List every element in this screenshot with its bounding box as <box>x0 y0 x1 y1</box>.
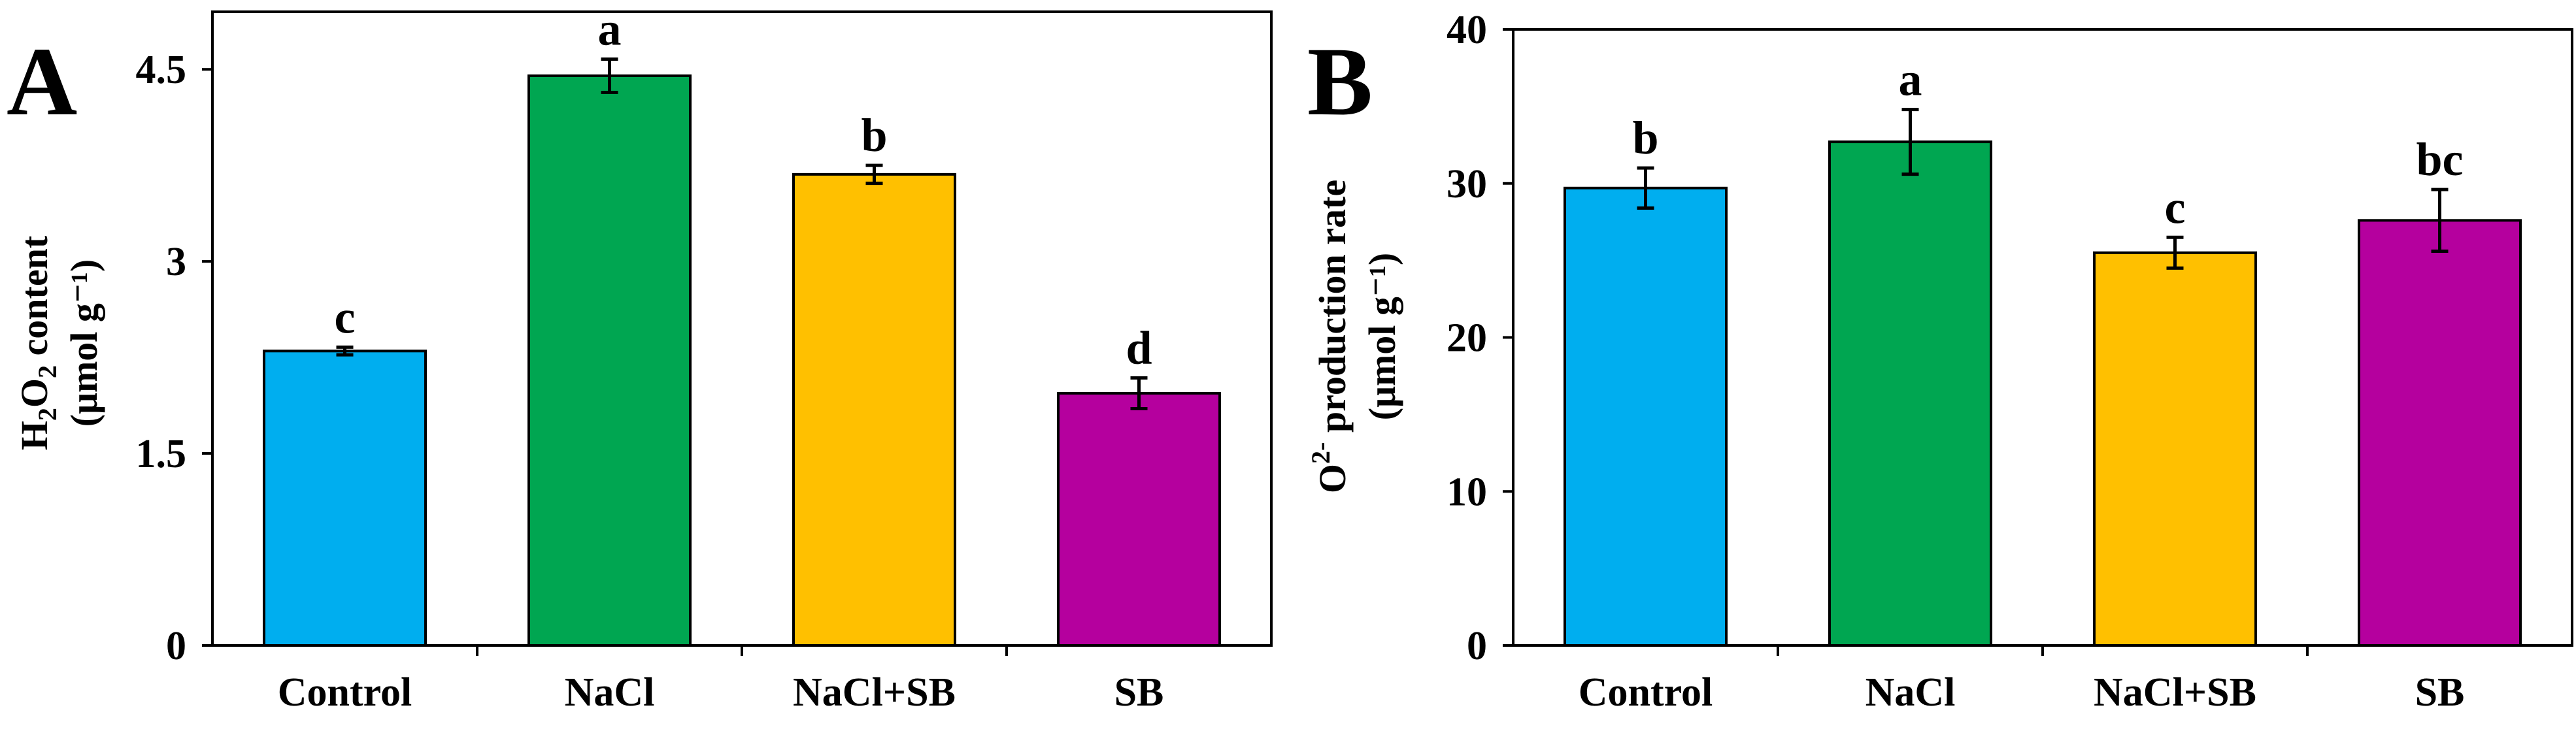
panel-a-category-label: Control <box>278 670 412 715</box>
panel-a-bar-control <box>262 350 427 647</box>
panel-a-y-ticks: 0 1.5 3 4.5 <box>136 48 212 668</box>
panel-b-significance-letter: bc <box>2417 133 2464 186</box>
panel-b-y-tick-label: 40 <box>1447 8 1487 52</box>
panel-b-category-labels: Control NaCl NaCl+SB SB <box>1579 670 2465 715</box>
panel-b-y-tick-label: 10 <box>1447 470 1487 514</box>
panel-a-y-tick-label: 0 <box>166 624 186 668</box>
panel-b-ylabel-line1: O2- production rate <box>1306 180 1354 493</box>
panel-a-ylabel-line2: (μmol g⁻¹) <box>63 259 105 427</box>
panel-b-y-ticks: 0 10 20 30 40 <box>1447 8 1513 668</box>
panel-a-bar-sb <box>1056 391 1222 647</box>
panel-a-bar-nacl-sb <box>792 172 957 647</box>
panel-a-significance-letters: c a b d <box>335 3 1152 374</box>
panel-a-significance-letter: d <box>1126 321 1152 374</box>
panel-b-bars <box>1563 140 2522 647</box>
panel-b: B O2- production rate (μmol g⁻¹) b a c bc 0… <box>1306 8 2573 715</box>
panel-b-category-label: SB <box>2415 670 2465 715</box>
panel-b-bar-control <box>1563 186 1728 647</box>
panel-b-ylabel-line2: (μmol g⁻¹) <box>1361 253 1403 420</box>
panel-a-axes <box>211 10 1273 656</box>
panel-b-y-tick-label: 20 <box>1447 316 1487 361</box>
panel-a-y-tick-label: 3 <box>166 240 186 284</box>
panel-b-category-label: NaCl+SB <box>2094 670 2256 715</box>
panel-a-category-label: NaCl <box>565 670 655 715</box>
panel-b-error-bars <box>1637 108 2449 270</box>
panel-a-category-labels: Control NaCl NaCl+SB SB <box>278 670 1164 715</box>
panel-b-significance-letter: c <box>2165 181 2186 233</box>
panel-a-y-tick-label: 4.5 <box>136 48 187 92</box>
panel-a-category-label: SB <box>1114 670 1164 715</box>
panel-b-category-label: NaCl <box>1865 670 1956 715</box>
panel-a-bar-nacl <box>527 74 692 647</box>
panel-a-y-tick-label: 1.5 <box>136 432 187 476</box>
panel-b-significance-letters: b a c bc <box>1632 54 2463 234</box>
panel-a-bars <box>262 74 1222 647</box>
panel-b-bar-sb <box>2357 219 2522 647</box>
panel-b-y-tick-label: 30 <box>1447 162 1487 206</box>
panel-b-bar-nacl-sb <box>2092 251 2258 647</box>
panel-a-error-bars <box>336 57 1148 410</box>
panel-b-letter: B <box>1307 27 1373 136</box>
panel-b-category-label: Control <box>1579 670 1713 715</box>
panel-a-letter: A <box>7 27 77 136</box>
panel-a-ylabel-line1: H2O2 content <box>13 235 62 450</box>
panel-b-significance-letter: a <box>1899 54 1922 106</box>
panel-a-category-label: NaCl+SB <box>793 670 956 715</box>
panel-a-significance-letter: b <box>861 109 887 161</box>
panel-b-y-tick-label: 0 <box>1467 624 1487 668</box>
panel-a-significance-letter: c <box>335 291 356 343</box>
panel-b-bar-nacl <box>1828 140 1993 647</box>
panel-a-ylabel: H2O2 content (μmol g⁻¹) <box>13 235 105 450</box>
panel-a-significance-letter: a <box>598 3 622 56</box>
panel-b-significance-letter: b <box>1632 112 1658 164</box>
panel-b-ylabel: O2- production rate (μmol g⁻¹) <box>1306 180 1403 493</box>
